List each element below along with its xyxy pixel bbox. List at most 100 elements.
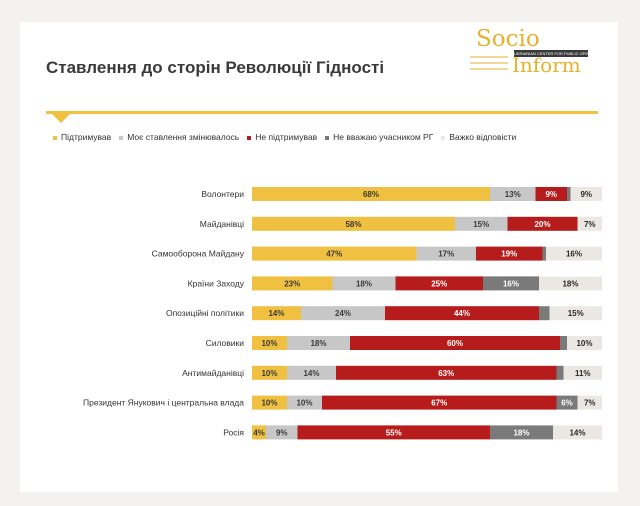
data-label: 58% bbox=[345, 220, 361, 229]
bar-segment bbox=[252, 187, 490, 201]
bar-segment bbox=[556, 365, 564, 380]
category-label: Країни Заходу bbox=[188, 278, 245, 288]
bar-segment bbox=[476, 246, 543, 261]
bar-segment bbox=[577, 216, 602, 231]
bar-segment bbox=[490, 187, 536, 201]
bar-segment bbox=[252, 276, 333, 291]
data-label: 14% bbox=[569, 428, 585, 437]
bar-segment bbox=[385, 306, 539, 321]
data-label: 15% bbox=[473, 220, 489, 229]
legend-label: Не підтримував bbox=[255, 132, 318, 142]
data-label: 18% bbox=[310, 339, 326, 348]
legend-swatch bbox=[441, 135, 446, 140]
data-label: 10% bbox=[261, 339, 277, 348]
category-label: Силовики bbox=[206, 338, 245, 348]
legend-swatch bbox=[325, 135, 330, 140]
legend-label: Моє ставлення змінювалось bbox=[127, 132, 240, 142]
data-label: 24% bbox=[335, 309, 351, 318]
data-label: 16% bbox=[503, 279, 519, 288]
bar-segment bbox=[535, 187, 567, 201]
data-label: 63% bbox=[438, 369, 454, 378]
data-label: 4% bbox=[253, 428, 265, 437]
legend-item: Не вважаю учасником РГ bbox=[325, 132, 433, 142]
logo: Socio UKRAINIAN CENTER FOR PUBLIC OPINIO… bbox=[470, 26, 588, 84]
data-label: 15% bbox=[568, 309, 584, 318]
data-label: 23% bbox=[284, 279, 300, 288]
legend-label: Важко відповісти bbox=[449, 132, 517, 142]
data-label: 55% bbox=[386, 428, 402, 437]
legend-item: Моє ставлення змінювалось bbox=[119, 132, 239, 142]
data-label: 67% bbox=[431, 399, 447, 408]
data-label: 11% bbox=[575, 369, 591, 378]
bar-segment bbox=[563, 365, 602, 380]
data-label: 13% bbox=[505, 190, 521, 199]
legend-label: Підтримував bbox=[61, 132, 112, 142]
bar-segment bbox=[322, 395, 557, 410]
bar-segment bbox=[252, 216, 455, 231]
bar-segment bbox=[567, 187, 571, 201]
data-label: 25% bbox=[431, 279, 447, 288]
data-label: 20% bbox=[534, 220, 550, 229]
bar-segment bbox=[507, 216, 578, 231]
data-label: 6% bbox=[561, 399, 573, 408]
category-label: Росія bbox=[223, 427, 244, 437]
data-label: 14% bbox=[268, 309, 284, 318]
data-label: 17% bbox=[438, 250, 454, 259]
bar-segment bbox=[567, 336, 602, 350]
data-label: 9% bbox=[545, 190, 557, 199]
legend-swatch bbox=[247, 135, 252, 140]
bar-segment bbox=[570, 187, 602, 201]
page-title: Ставлення до сторін Революції Гідності bbox=[46, 58, 385, 77]
bar-segment bbox=[301, 306, 385, 321]
bar-segment bbox=[490, 425, 553, 440]
bar-segment bbox=[553, 425, 602, 440]
bar-segment bbox=[332, 276, 396, 291]
category-label: Опозиційні політики bbox=[166, 308, 244, 318]
logo-tagline: UKRAINIAN CENTER FOR PUBLIC OPINION RESE… bbox=[514, 50, 588, 57]
bar-segment bbox=[336, 365, 557, 380]
data-label: 7% bbox=[584, 399, 596, 408]
legend-swatch bbox=[53, 135, 57, 140]
logo-line2: Inform bbox=[512, 53, 581, 77]
bar-segment bbox=[483, 276, 539, 291]
data-label: 18% bbox=[356, 279, 372, 288]
data-label: 68% bbox=[363, 190, 379, 199]
bar-segment bbox=[549, 306, 602, 321]
data-label: 10% bbox=[576, 339, 592, 348]
legend-swatch bbox=[119, 135, 124, 140]
legend-item: Не підтримував bbox=[247, 132, 317, 142]
legend-label: Не вважаю учасником РГ bbox=[333, 132, 434, 142]
bar-segment bbox=[577, 395, 602, 410]
bar-segment bbox=[297, 425, 490, 440]
bar-segment bbox=[252, 365, 287, 380]
data-label: 7% bbox=[584, 220, 596, 229]
bar-segment bbox=[350, 336, 560, 350]
data-label: 60% bbox=[447, 339, 463, 348]
data-label: 10% bbox=[261, 369, 277, 378]
bar-segment bbox=[539, 306, 550, 321]
bar-segment bbox=[546, 246, 602, 261]
bar-segment bbox=[252, 395, 287, 410]
data-label: 14% bbox=[303, 369, 319, 378]
legend-item: Важко відповісти bbox=[441, 132, 516, 142]
bar-segment bbox=[252, 425, 266, 440]
category-label: Самооборона Майдану bbox=[152, 249, 245, 259]
data-label: 18% bbox=[562, 279, 578, 288]
title-underline bbox=[46, 111, 598, 114]
legend: Підтримував Моє ставлення змінювалось Не п… bbox=[53, 132, 524, 142]
bar-segment bbox=[252, 336, 287, 350]
bar-segment bbox=[539, 276, 602, 291]
data-label: 18% bbox=[513, 428, 529, 437]
data-label: 44% bbox=[454, 309, 470, 318]
bar-segment bbox=[252, 306, 301, 321]
bar-segment bbox=[287, 365, 336, 380]
data-label: 10% bbox=[261, 399, 277, 408]
data-label: 9% bbox=[580, 190, 592, 199]
category-label: Волонтери bbox=[201, 189, 244, 199]
category-label: Майданівці bbox=[200, 219, 244, 229]
category-label: Антимайданівці bbox=[182, 368, 244, 378]
bar-segment bbox=[266, 425, 298, 440]
bar-segment bbox=[542, 246, 546, 261]
data-label: 19% bbox=[501, 250, 517, 259]
bar-segment bbox=[252, 246, 417, 261]
